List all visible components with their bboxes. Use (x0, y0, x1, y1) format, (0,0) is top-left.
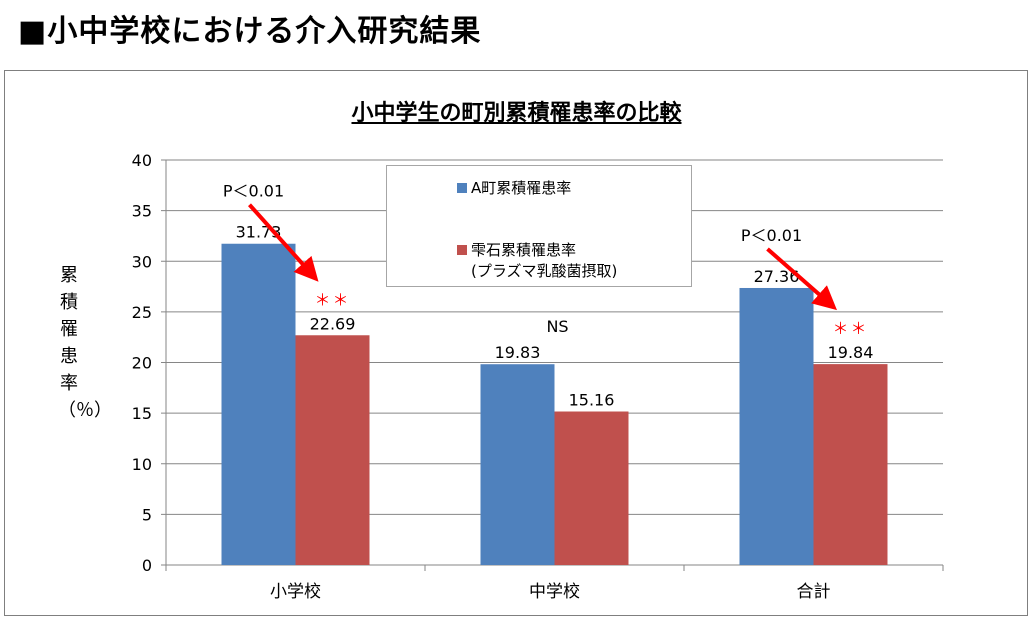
data-label-a-2: 27.36 (754, 267, 800, 286)
legend-item-a: A町累積罹患率 (457, 177, 571, 198)
significance-arrow-0 (248, 203, 319, 282)
y-tick-label: 10 (132, 455, 152, 474)
legend-label-b: 雫石累積罹患率 (471, 241, 577, 259)
significance-text-2: P＜0.01 (741, 226, 802, 245)
y-tick-label: 30 (132, 252, 152, 271)
legend-label-a: A町累積罹患率 (471, 179, 572, 197)
significance-stars-0: ＊＊ (314, 290, 350, 309)
x-tick-label: 合計 (797, 582, 831, 602)
bar-b-2 (813, 364, 888, 565)
y-tick-label: 20 (132, 354, 152, 373)
bar-a-0 (221, 243, 296, 565)
significance-text-0: P＜0.01 (223, 182, 284, 201)
significance-arrow-2 (766, 247, 838, 311)
y-tick-label: 0 (142, 556, 152, 575)
y-tick-label: 25 (132, 303, 152, 322)
legend-swatch-a (457, 182, 467, 193)
x-tick-label: 小学校 (270, 582, 321, 602)
bar-a-1 (480, 364, 555, 565)
chart-title: 小中学生の町別累積罹患率の比較 (351, 101, 682, 126)
y-tick-label: 35 (132, 202, 152, 221)
data-label-b-0: 22.69 (310, 314, 356, 333)
significance-text-1: NS (546, 317, 568, 336)
bar-a-2 (739, 287, 814, 565)
bar-b-0 (295, 335, 370, 565)
legend-label-b-sub: (プラズマ乳酸菌摂取) (471, 262, 618, 280)
bar-b-1 (554, 411, 629, 565)
data-label-b-2: 19.84 (828, 343, 874, 362)
chart-legend: A町累積罹患率 雫石累積罹患率 (プラズマ乳酸菌摂取) (386, 165, 692, 287)
y-tick-label: 40 (132, 151, 152, 170)
data-label-b-1: 15.16 (569, 391, 615, 410)
data-label-a-1: 19.83 (495, 343, 541, 362)
significance-stars-2: ＊＊ (832, 319, 868, 338)
legend-item-b: 雫石累積罹患率 (プラズマ乳酸菌摂取) (457, 240, 617, 282)
y-tick-label: 5 (142, 505, 152, 524)
legend-swatch-b (457, 244, 467, 255)
y-tick-label: 15 (132, 404, 152, 423)
x-tick-label: 中学校 (529, 582, 580, 602)
page-heading: ■小中学校における介入研究結果 (18, 14, 482, 49)
